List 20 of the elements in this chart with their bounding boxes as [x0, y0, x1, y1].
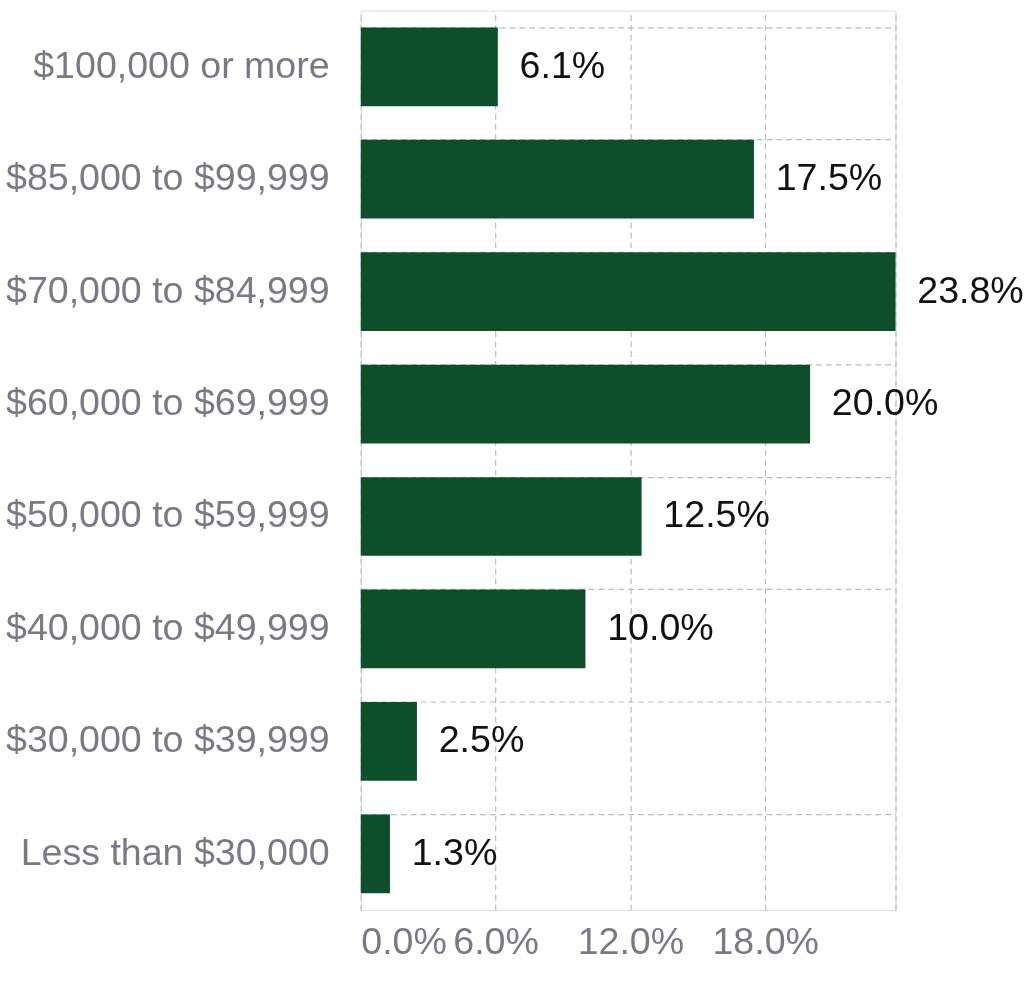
y-tick-label: $100,000 or more: [33, 43, 330, 86]
y-tick-label: Less than $30,000: [20, 830, 330, 873]
y-tick-label: $60,000 to $69,999: [6, 380, 330, 423]
x-tick-label: 12.0%: [577, 920, 685, 963]
data-label: 12.5%: [663, 493, 770, 536]
y-tick-label: $70,000 to $84,999: [6, 268, 330, 311]
x-tick-label: 18.0%: [712, 920, 819, 963]
y-tick-label: $40,000 to $49,999: [6, 605, 330, 648]
data-label: 23.8%: [917, 268, 1024, 311]
data-label: 1.3%: [411, 830, 498, 873]
y-tick-label: $85,000 to $99,999: [6, 156, 330, 199]
data-label: 6.1%: [519, 43, 606, 86]
data-label: 17.5%: [775, 156, 883, 199]
data-label: 10.0%: [607, 605, 714, 648]
y-tick-label: $50,000 to $59,999: [6, 493, 330, 536]
data-label: 2.5%: [438, 718, 525, 761]
data-label: 20.0%: [831, 380, 939, 423]
y-tick-label: $30,000 to $39,999: [6, 718, 330, 761]
x-tick-label: 6.0%: [453, 920, 539, 963]
x-tick-label: 0.0%: [361, 920, 447, 963]
